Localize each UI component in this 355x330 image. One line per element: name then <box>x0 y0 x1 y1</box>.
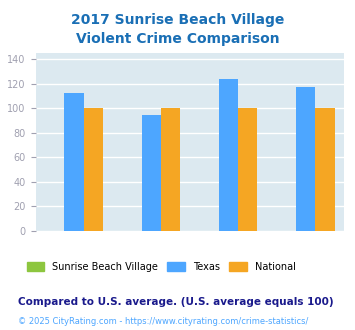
Bar <box>296 87 315 231</box>
Bar <box>142 115 161 231</box>
Bar <box>84 108 103 231</box>
Text: © 2025 CityRating.com - https://www.cityrating.com/crime-statistics/: © 2025 CityRating.com - https://www.city… <box>18 317 308 326</box>
Legend: Sunrise Beach Village, Texas, National: Sunrise Beach Village, Texas, National <box>23 258 299 276</box>
Bar <box>238 108 257 231</box>
Text: 2017 Sunrise Beach Village
Violent Crime Comparison: 2017 Sunrise Beach Village Violent Crime… <box>71 13 284 46</box>
Bar <box>315 108 335 231</box>
Bar <box>161 108 180 231</box>
Bar <box>65 93 84 231</box>
Bar <box>219 79 238 231</box>
Text: Compared to U.S. average. (U.S. average equals 100): Compared to U.S. average. (U.S. average … <box>18 297 333 307</box>
